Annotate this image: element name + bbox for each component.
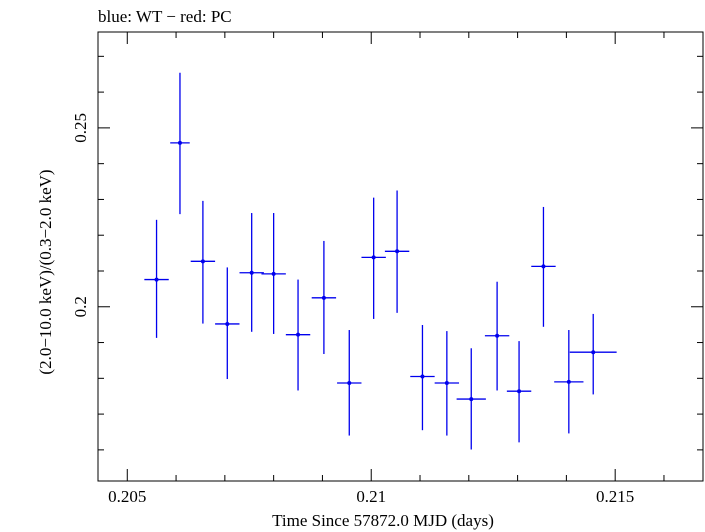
- data-marker: [200, 259, 205, 264]
- data-marker: [591, 350, 596, 355]
- data-point: [506, 341, 532, 443]
- data-point: [456, 348, 486, 450]
- data-marker: [271, 271, 276, 276]
- data-point: [215, 267, 240, 380]
- data-marker: [225, 321, 230, 326]
- x-tick-label: 0.205: [108, 487, 146, 506]
- x-tick-label: 0.215: [596, 487, 634, 506]
- data-marker: [495, 333, 500, 338]
- data-marker: [177, 140, 182, 145]
- data-point: [569, 313, 617, 395]
- data-point: [531, 206, 556, 327]
- tick-labels: 0.205 0.21 0.215 0.2 0.25: [71, 113, 634, 506]
- data-marker: [154, 277, 159, 282]
- data-point: [190, 200, 216, 324]
- data-point: [261, 213, 286, 334]
- data-point: [554, 330, 584, 434]
- data-point: [311, 240, 337, 354]
- y-tick-label: 0.25: [71, 113, 90, 143]
- data-point: [285, 279, 311, 391]
- data-marker: [469, 397, 474, 402]
- data-marker: [321, 295, 326, 300]
- data-marker: [395, 249, 400, 254]
- x-axis-label: Time Since 57872.0 MJD (days): [272, 511, 494, 530]
- plot-frame: [97, 31, 704, 482]
- data-marker: [541, 264, 546, 269]
- data-point: [239, 213, 264, 332]
- data-marker: [566, 379, 571, 384]
- data-point: [434, 331, 460, 436]
- y-tick-label: 0.2: [71, 296, 90, 317]
- data-point: [361, 197, 386, 319]
- data-marker: [420, 374, 425, 379]
- data-series: [144, 72, 617, 450]
- data-marker: [371, 255, 376, 260]
- data-point: [410, 325, 435, 431]
- data-point: [484, 281, 510, 391]
- data-point: [144, 219, 169, 338]
- x-tick-label: 0.21: [356, 487, 386, 506]
- data-marker: [249, 270, 254, 275]
- data-marker: [296, 332, 301, 337]
- y-axis-label: (2.0−10.0 keV)/(0.3−2.0 keV): [36, 169, 55, 374]
- chart-title: blue: WT − red: PC: [98, 7, 232, 26]
- axis-ticks: [98, 32, 703, 481]
- data-marker: [444, 380, 449, 385]
- data-marker: [517, 389, 522, 394]
- data-marker: [347, 380, 352, 385]
- data-point: [337, 330, 362, 436]
- data-point: [170, 72, 190, 215]
- data-point: [384, 190, 410, 313]
